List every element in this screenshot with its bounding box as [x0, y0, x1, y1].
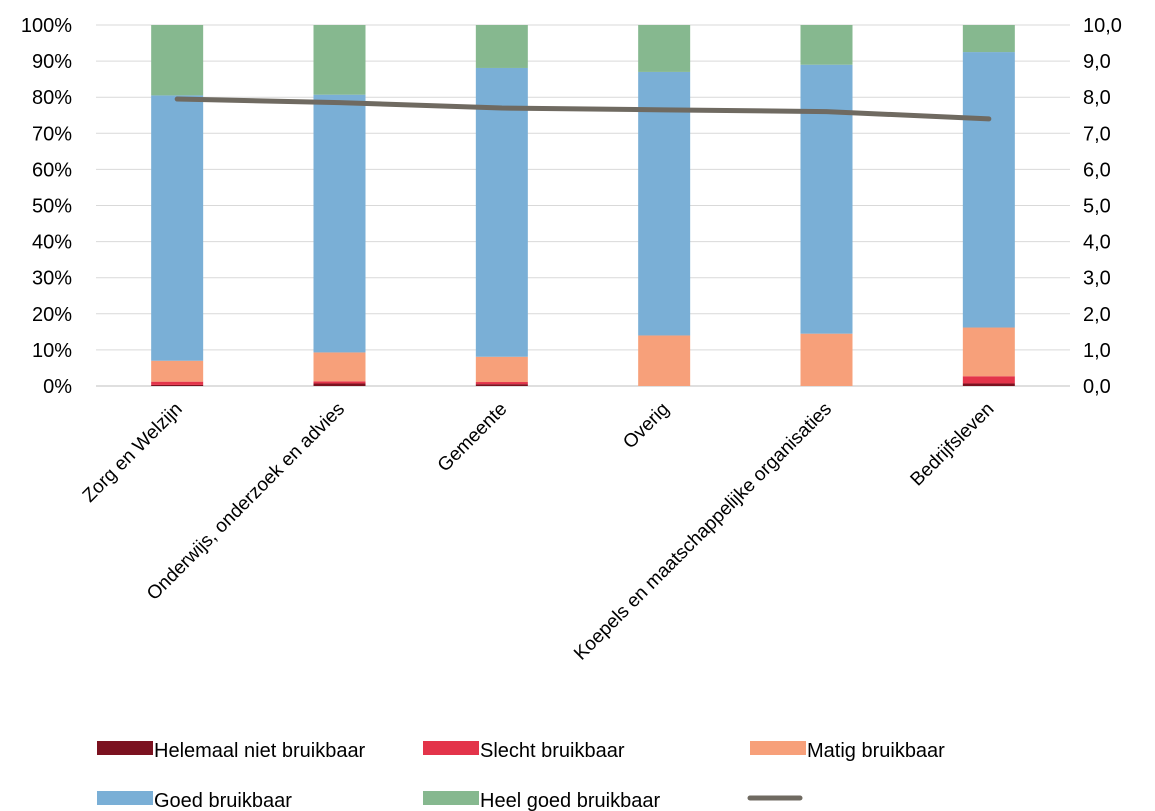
legend: Helemaal niet bruikbaar Slecht bruikbaar M… [97, 740, 945, 811]
category-label: Zorg en Welzijn [79, 399, 187, 507]
legend-swatch [423, 791, 479, 805]
bar-segment [800, 64, 853, 334]
bar-segment [962, 327, 1015, 377]
bar-segment [638, 335, 691, 386]
bar-segment [313, 94, 366, 353]
legend-swatch [97, 741, 153, 755]
left-tick-label: 30% [32, 268, 72, 290]
bar-segment [151, 381, 204, 385]
legend-swatch [750, 741, 806, 755]
legend-label: Goed bruikbaar [154, 790, 292, 811]
bar-segment [151, 95, 204, 361]
bar-segment [313, 383, 366, 386]
right-tick-label: 1,0 [1083, 340, 1111, 362]
category-label: Overig [619, 399, 673, 453]
left-tick-label: 40% [32, 232, 72, 254]
right-tick-label: 0,0 [1083, 376, 1111, 398]
right-tick-label: 10,0 [1083, 15, 1122, 37]
right-tick-label: 4,0 [1083, 232, 1111, 254]
left-tick-label: 60% [32, 159, 72, 181]
left-tick-label: 90% [32, 51, 72, 73]
bar-segment [475, 356, 528, 383]
left-tick-label: 100% [21, 15, 72, 37]
right-axis-ticks: 0,0 1,0 2,0 3,0 4,0 5,0 6,0 7,0 8,0 9,0 10,0 [1083, 15, 1122, 398]
category-label: Onderwijs, onderzoek en advies [143, 399, 349, 605]
legend-label: Heel goed bruikbaar [480, 790, 660, 811]
bar-segment [962, 376, 1015, 384]
legend-swatch [97, 791, 153, 805]
line-series [174, 96, 992, 122]
left-tick-label: 70% [32, 123, 72, 145]
left-tick-label: 10% [32, 340, 72, 362]
bar-segment [313, 381, 366, 384]
bar-segment [800, 25, 853, 65]
right-tick-label: 5,0 [1083, 196, 1111, 218]
legend-label: Slecht bruikbaar [480, 740, 625, 762]
average-line [174, 96, 992, 122]
category-label: Gemeente [434, 399, 512, 477]
right-tick-label: 6,0 [1083, 159, 1111, 181]
right-tick-label: 2,0 [1083, 304, 1111, 326]
left-tick-label: 50% [32, 196, 72, 218]
bar-segment [313, 25, 366, 95]
legend-label: Matig bruikbaar [807, 740, 945, 762]
category-label: Koepels en maatschappelijke organisaties [570, 399, 836, 665]
bars [151, 25, 1015, 386]
bar-segment [475, 382, 528, 385]
gridlines [96, 24, 1070, 387]
left-axis-ticks: 0% 10% 20% 30% 40% 50% 60% 70% 80% 90% 100% [21, 15, 72, 398]
bar-segment [151, 25, 204, 96]
right-tick-label: 7,0 [1083, 123, 1111, 145]
legend-label: Helemaal niet bruikbaar [154, 740, 366, 762]
bar-segment [313, 352, 366, 382]
right-tick-label: 3,0 [1083, 268, 1111, 290]
legend-swatch [423, 741, 479, 755]
left-tick-label: 0% [43, 376, 72, 398]
left-tick-label: 80% [32, 87, 72, 109]
bar-segment [475, 25, 528, 68]
bar-segment [800, 333, 853, 386]
bar-segment [151, 360, 204, 382]
bar-segment [151, 384, 204, 386]
left-tick-label: 20% [32, 304, 72, 326]
right-tick-label: 8,0 [1083, 87, 1111, 109]
bar-segment [962, 383, 1015, 386]
bar-segment [962, 52, 1015, 328]
bar-segment [475, 67, 528, 357]
bar-segment [638, 71, 691, 336]
bar-segment [475, 384, 528, 386]
bar-segment [638, 25, 691, 72]
right-tick-label: 9,0 [1083, 51, 1111, 73]
bar-segment [962, 25, 1015, 53]
category-label: Bedrijfsleven [907, 399, 999, 491]
